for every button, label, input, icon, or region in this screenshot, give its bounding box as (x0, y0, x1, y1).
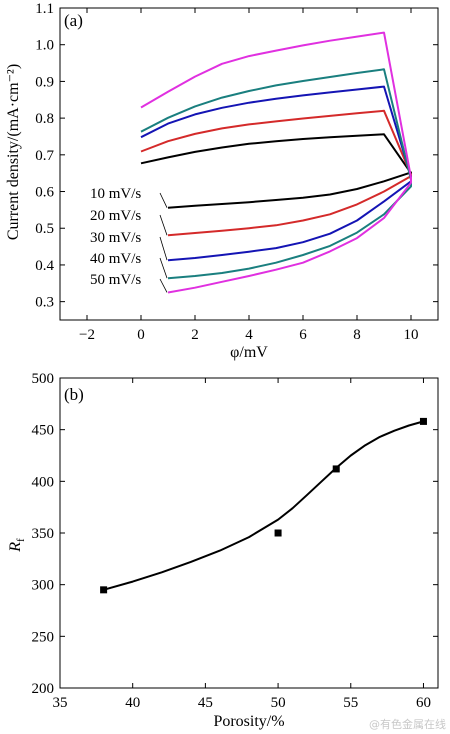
legend-50mVs-label: 50 mV/s (90, 272, 141, 288)
chart-a-y-tick-label: 0.8 (35, 111, 54, 127)
series-20mVs-curve (140, 109, 412, 237)
chart-a-x-tick-label: 2 (191, 327, 199, 343)
data-point (332, 465, 340, 473)
chart-a-x-tick-label: 6 (299, 327, 307, 343)
chart-b-y-tick-label: 300 (32, 578, 55, 594)
chart-a-x-axis-label: φ/mV (230, 344, 268, 361)
chart-b-y-axis-label-main: R (7, 542, 24, 553)
series-50mVs-curve (140, 31, 412, 294)
chart-a-x-ticks: −2 0 2 4 6 8 10 (79, 8, 419, 343)
legend-20mVs-label: 20 mV/s (90, 208, 141, 224)
chart-a-y-tick-label: 1.1 (35, 1, 54, 17)
chart-a-y-tick-label: 0.9 (35, 74, 54, 90)
chart-a-y-axis-label: Current density/(mA·cm⁻²) (5, 64, 22, 240)
chart-b-frame (59, 377, 439, 689)
chart-b-fit-curve (103, 420, 424, 591)
chart-b-x-tick-label: 55 (343, 695, 358, 711)
chart-b-x-tick-label: 45 (198, 695, 213, 711)
chart-b-x-axis-label: Porosity/% (213, 713, 284, 730)
chart-b-x-tick-label: 50 (271, 695, 286, 711)
legend-40mVs-leader (159, 257, 168, 279)
chart-a-x-tick-label: 10 (404, 327, 419, 343)
legend-30mVs-leader (159, 236, 168, 261)
chart-a-legend: 10 mV/s 20 mV/s 30 mV/s 40 mV/s 50 mV/s (90, 186, 168, 293)
chart-b-x-tick-label: 35 (53, 695, 68, 711)
chart-b-points (100, 417, 427, 594)
legend-20mVs-leader (159, 214, 168, 236)
chart-a-x-tick-label: 8 (353, 327, 361, 343)
series-10mVs-curve (140, 133, 412, 209)
fit-line (103, 420, 424, 591)
chart-a: −2 0 2 4 6 8 10 0.3 0.4 0.5 0.6 0.7 0.8 0.9 1.0 1.1 10… (5, 1, 439, 361)
chart-b-y-tick-label: 500 (32, 371, 55, 387)
data-point (274, 529, 282, 537)
legend-10mVs-label: 10 mV/s (90, 186, 141, 202)
chart-b-y-tick-label: 400 (32, 474, 55, 490)
series-40mVs-curve (140, 68, 412, 280)
legend-30mVs-label: 30 mV/s (90, 230, 141, 246)
chart-b: 35 40 45 50 55 60 200 250 300 350 400 450 500 (b) P… (7, 371, 439, 730)
chart-a-panel-label: (a) (64, 11, 83, 30)
chart-b-y-tick-label: 450 (32, 423, 55, 439)
chart-b-y-axis-label-sub: f (15, 538, 27, 542)
chart-a-y-tick-label: 1.0 (35, 38, 54, 54)
chart-a-y-ticks: 0.3 0.4 0.5 0.6 0.7 0.8 0.9 1.0 1.1 (35, 1, 438, 311)
data-point (419, 417, 427, 425)
chart-b-y-tick-label: 200 (32, 681, 55, 697)
chart-b-panel-label: (b) (64, 385, 84, 404)
chart-b-y-tick-label: 350 (32, 526, 55, 542)
chart-a-y-tick-label: 0.7 (35, 148, 54, 164)
chart-b-x-ticks: 35 40 45 50 55 60 (53, 378, 431, 711)
chart-a-x-tick-label: 4 (245, 327, 253, 343)
chart-b-y-ticks: 200 250 300 350 400 450 500 (32, 371, 438, 697)
legend-40mVs-label: 40 mV/s (90, 251, 141, 267)
chart-b-x-tick-label: 40 (125, 695, 140, 711)
chart-a-curves (140, 31, 412, 294)
chart-b-y-axis-label: Rf (7, 538, 27, 553)
chart-a-y-tick-label: 0.5 (35, 221, 54, 237)
chart-a-x-tick-label: −2 (79, 327, 95, 343)
chart-a-y-tick-label: 0.6 (35, 185, 54, 201)
watermark: @有色金属在线 (369, 717, 446, 731)
chart-a-y-tick-label: 0.3 (35, 295, 54, 311)
chart-b-x-tick-label: 60 (416, 695, 431, 711)
legend-10mVs-leader (159, 192, 168, 208)
legend-50mVs-leader (159, 278, 168, 293)
chart-a-x-tick-label: 0 (137, 327, 145, 343)
chart-a-y-tick-label: 0.4 (35, 258, 54, 274)
data-point (100, 586, 108, 594)
chart-b-y-tick-label: 250 (32, 629, 55, 645)
